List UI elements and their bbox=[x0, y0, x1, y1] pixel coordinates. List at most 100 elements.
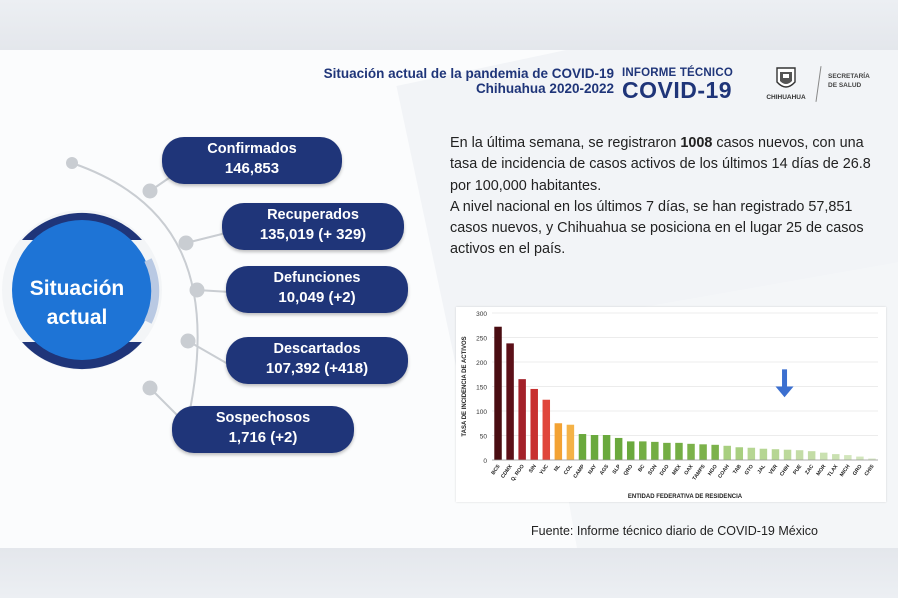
source-note: Fuente: Informe técnico diario de COVID-… bbox=[531, 524, 818, 538]
situacion-line-1: Situación bbox=[29, 277, 125, 300]
y-axis-label: TASA DE INCIDENCIA DE ACTIVOS bbox=[462, 336, 468, 436]
bar bbox=[651, 441, 659, 460]
x-tick-label: TAB bbox=[732, 464, 743, 476]
bar bbox=[626, 441, 635, 460]
x-tick-label: YUC bbox=[539, 463, 550, 476]
x-tick-label: SON bbox=[647, 464, 659, 477]
stat-value: 10,049 (+2) bbox=[278, 289, 356, 306]
summary-paragraph: En la última semana, se registraron 1008… bbox=[450, 133, 880, 261]
summary-text: casos nuevos, con una tasa de incidencia… bbox=[450, 135, 871, 194]
connector-graphics bbox=[2, 157, 231, 419]
chihuahua-logo: CHIHUAHUA bbox=[758, 66, 814, 104]
x-tick-label: VER bbox=[768, 464, 779, 476]
x-tick-label: QRO bbox=[623, 464, 635, 477]
summary-text: En la última semana, se registraron bbox=[450, 135, 681, 151]
stat-recuperados: Recuperados 135,019 (+ 329) bbox=[222, 203, 404, 250]
stat-sospechosos: Sospechosos 1,716 (+2) bbox=[172, 406, 354, 453]
bar bbox=[554, 423, 563, 460]
stat-confirmados: Confirmados 146,853 bbox=[162, 137, 342, 184]
stat-value: 1,716 (+2) bbox=[228, 429, 298, 446]
bar bbox=[566, 424, 575, 460]
situacion-line-2: actual bbox=[46, 306, 108, 329]
bar bbox=[735, 447, 744, 460]
title-line-1: Situación actual de la pandemia de COVID… bbox=[323, 66, 614, 81]
logo-text: CHIHUAHUA bbox=[766, 94, 806, 101]
x-tick-label: BC bbox=[637, 464, 646, 474]
bar bbox=[844, 455, 852, 460]
bar bbox=[856, 456, 864, 460]
stat-label: Confirmados bbox=[207, 141, 297, 157]
bar bbox=[494, 326, 502, 460]
bar bbox=[663, 442, 671, 460]
bar bbox=[687, 443, 695, 460]
y-tick-label: 50 bbox=[480, 434, 488, 441]
x-tick-label: JAL bbox=[757, 463, 768, 475]
bar bbox=[602, 435, 611, 460]
x-tick-label: GRO bbox=[852, 464, 864, 477]
bar bbox=[868, 458, 876, 460]
stat-label: Sospechosos bbox=[215, 410, 311, 426]
bottom-band bbox=[0, 548, 898, 598]
secretaria-line-2: DE SALUD bbox=[828, 82, 862, 89]
bar bbox=[832, 454, 840, 460]
y-tick-label: 100 bbox=[476, 409, 487, 416]
x-tick-label: TLAX bbox=[827, 463, 840, 478]
stat-value: 107,392 (+418) bbox=[265, 360, 369, 377]
stat-defunciones: Defunciones 10,049 (+2) bbox=[226, 266, 408, 313]
x-tick-label: CAMP bbox=[572, 463, 586, 479]
bar bbox=[783, 449, 792, 460]
x-axis-label: ENTIDAD FEDERATIVA DE RESIDENCIA bbox=[628, 494, 743, 500]
x-tick-label: SIN bbox=[528, 464, 538, 475]
informe-label: INFORME TÉCNICO bbox=[622, 67, 733, 79]
covid-label: COVID-19 bbox=[622, 77, 733, 103]
bar bbox=[723, 445, 731, 460]
y-tick-label: 250 bbox=[476, 336, 487, 343]
stat-value: 146,853 bbox=[224, 160, 280, 177]
bar bbox=[795, 450, 804, 460]
title-line-2: Chihuahua 2020-2022 bbox=[475, 81, 614, 96]
bar bbox=[699, 444, 707, 460]
x-tick-label: DGO bbox=[659, 464, 671, 477]
x-tick-label: MEX bbox=[671, 463, 683, 476]
x-tick-label: NAY bbox=[587, 463, 598, 475]
bar bbox=[578, 434, 587, 460]
bar bbox=[506, 343, 514, 460]
bar bbox=[711, 444, 719, 460]
stat-label: Recuperados bbox=[267, 207, 359, 223]
x-tick-label: COAH bbox=[717, 464, 731, 480]
stat-descartados: Descartados 107,392 (+418) bbox=[226, 337, 408, 384]
shield-icon bbox=[776, 67, 796, 88]
highlight-arrow-icon bbox=[775, 386, 794, 398]
bar bbox=[819, 452, 828, 460]
bar bbox=[807, 451, 816, 460]
bar bbox=[518, 379, 526, 460]
x-tick-label: TAMPS bbox=[692, 463, 707, 481]
x-tick-label: OAX bbox=[683, 463, 695, 476]
x-tick-label: SLP bbox=[612, 463, 623, 475]
x-tick-label: CHIS bbox=[864, 463, 876, 477]
new-cases-count: 1008 bbox=[680, 135, 713, 151]
stat-value: 135,019 (+ 329) bbox=[259, 226, 367, 243]
page-title: Situación actual de la pandemia de COVID… bbox=[262, 66, 614, 96]
national-summary-text: A nivel nacional en los últimos 7 días, … bbox=[450, 198, 864, 258]
bar bbox=[747, 447, 756, 460]
stat-label: Defunciones bbox=[273, 270, 361, 286]
secretaria-label: SECRETARÍA DE SALUD bbox=[828, 72, 870, 90]
top-band bbox=[0, 0, 898, 50]
bar bbox=[675, 442, 683, 460]
x-tick-label: NL bbox=[553, 463, 562, 473]
bar bbox=[614, 437, 623, 460]
incidence-chart: 0 50 100 150 200 250 300 BCS CDMX Q. ROO SIN YUC NL C… bbox=[456, 307, 886, 502]
bar bbox=[771, 449, 780, 460]
x-tick-label: GTO bbox=[744, 464, 755, 477]
x-tick-label: HGO bbox=[707, 464, 719, 477]
x-tick-label: AGS bbox=[599, 463, 611, 476]
bar bbox=[530, 388, 538, 460]
situacion-label: Situación actual bbox=[12, 274, 142, 332]
y-tick-label: 150 bbox=[476, 385, 487, 392]
y-tick-label: 0 bbox=[483, 458, 487, 465]
bar bbox=[542, 399, 551, 460]
x-tick-label: COL bbox=[563, 463, 575, 476]
x-tick-label: CHIH bbox=[779, 464, 791, 478]
